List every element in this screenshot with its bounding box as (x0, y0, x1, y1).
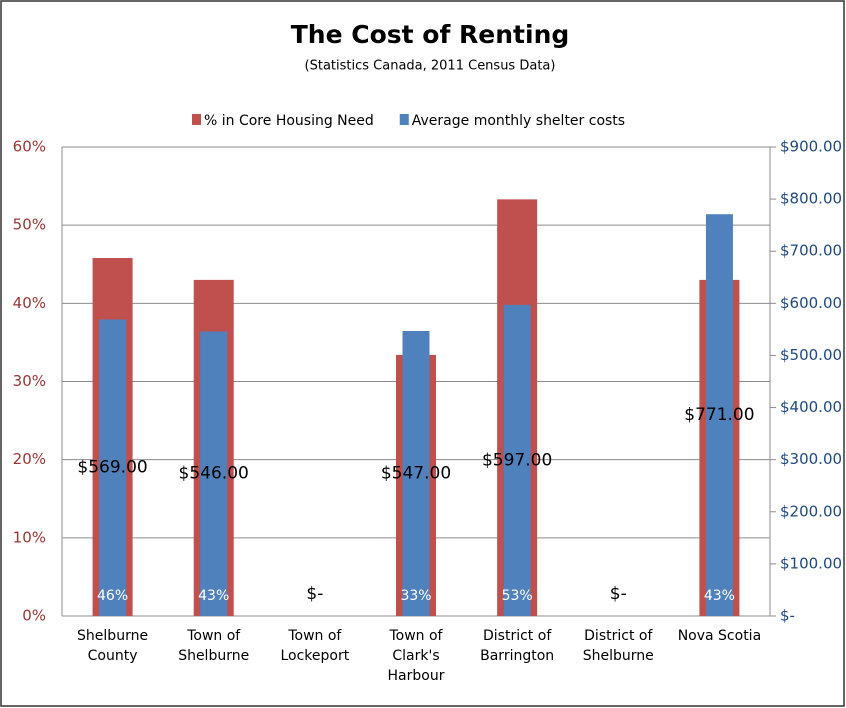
bar (402, 330, 430, 616)
data-label: $547.00 (381, 463, 451, 483)
bar (705, 214, 733, 616)
x-tick-label: Shelburne County (77, 628, 148, 664)
data-label: $597.00 (482, 450, 552, 470)
y-tick-label: 60% (13, 138, 46, 156)
y-tick-label: 10% (13, 528, 46, 546)
data-label: $- (610, 584, 627, 604)
data-label: 43% (704, 588, 735, 604)
legend-label: Average monthly shelter costs (412, 113, 625, 129)
data-label: $- (306, 584, 323, 604)
y2-tick-label: $800.00 (780, 190, 842, 208)
data-label: 46% (97, 588, 128, 604)
chart-title: The Cost of Renting (291, 20, 570, 49)
data-label: 53% (502, 588, 533, 604)
y2-tick-label: $200.00 (780, 502, 842, 520)
bar (503, 304, 531, 616)
data-label: 33% (400, 588, 431, 604)
y-tick-label: 40% (13, 294, 46, 312)
data-label: 43% (198, 588, 229, 604)
y2-tick-label: $700.00 (780, 242, 842, 260)
y2-tick-label: $900.00 (780, 138, 842, 156)
legend-swatch (399, 114, 409, 125)
legend-label: % in Core Housing Need (204, 113, 374, 129)
y-tick-label: 50% (13, 216, 46, 234)
y-tick-label: 20% (13, 450, 46, 468)
data-label: $569.00 (77, 458, 147, 478)
y2-tick-label: $300.00 (780, 450, 842, 468)
x-tick-label: Town of Shelburne (178, 628, 249, 664)
data-label: $771.00 (684, 405, 754, 425)
x-tick-label: Town of Clark's Harbour (388, 628, 445, 684)
chart-subtitle: (Statistics Canada, 2011 Census Data) (305, 59, 556, 74)
y-tick-label: 0% (22, 607, 46, 625)
x-tick-label: Town of Lockeport (280, 628, 349, 664)
x-tick-label: District of Shelburne (583, 628, 654, 664)
legend-swatch (192, 114, 201, 125)
bar (200, 331, 228, 616)
data-label: $546.00 (179, 464, 249, 484)
x-tick-label: District of Barrington (480, 628, 554, 664)
y2-tick-label: $500.00 (780, 346, 842, 364)
y2-tick-label: $- (780, 607, 795, 625)
y2-tick-label: $100.00 (780, 554, 842, 572)
y2-tick-label: $400.00 (780, 398, 842, 416)
y-tick-label: 30% (13, 372, 46, 390)
y2-tick-label: $600.00 (780, 294, 842, 312)
x-tick-label: Nova Scotia (678, 628, 761, 644)
bar (99, 319, 127, 616)
